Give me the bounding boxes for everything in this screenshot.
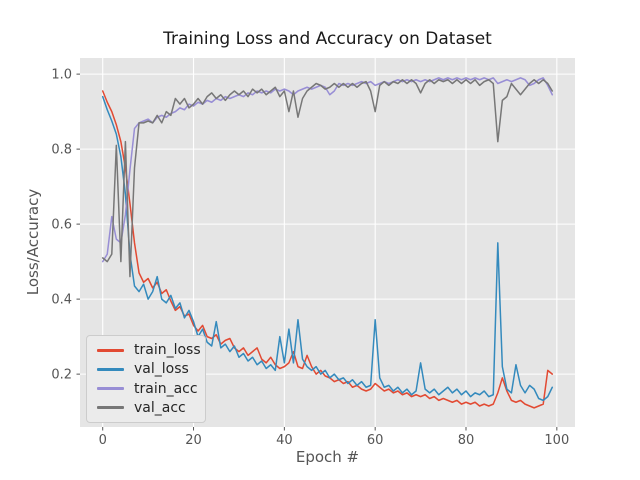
legend-item-train-loss: train_loss	[97, 342, 201, 358]
y-tick-label: 0.6	[51, 218, 72, 233]
val-acc-line-swatch	[97, 406, 124, 410]
y-axis-label: Loss/Accuracy	[24, 188, 42, 296]
val-loss-line-swatch	[97, 367, 124, 371]
legend-label: val_acc	[134, 399, 186, 416]
x-tick-label: 40	[276, 433, 293, 448]
series-line-train_loss	[101, 90, 554, 409]
chart-title: Training Loss and Accuracy on Dataset	[163, 29, 492, 49]
legend-item-val-acc: val_acc	[97, 400, 195, 416]
x-tick-label: 0	[99, 433, 107, 448]
x-tick-label: 80	[458, 433, 475, 448]
x-axis-label: Epoch #	[295, 448, 360, 466]
legend-label: train_acc	[134, 380, 198, 397]
legend: train_loss val_loss train_acc val_acc	[86, 335, 206, 423]
y-tick-label: 0.2	[51, 368, 72, 383]
train-loss-line-swatch	[97, 348, 124, 352]
train-acc-line-swatch	[97, 387, 124, 391]
y-tick-label: 0.4	[51, 293, 72, 308]
legend-label: train_loss	[134, 342, 201, 359]
x-tick-label: 60	[367, 433, 384, 448]
series-line-val_acc	[101, 79, 554, 278]
y-tick-label: 1.0	[51, 68, 72, 83]
legend-label: val_loss	[134, 361, 189, 378]
y-tick-label: 0.8	[51, 143, 72, 158]
legend-item-val-loss: val_loss	[97, 361, 195, 377]
legend-item-train-acc: train_acc	[97, 380, 198, 397]
series-line-val_loss	[101, 95, 554, 402]
x-tick-label: 20	[185, 433, 202, 448]
x-tick-label: 100	[544, 433, 569, 448]
series-line-train_acc	[101, 77, 554, 263]
